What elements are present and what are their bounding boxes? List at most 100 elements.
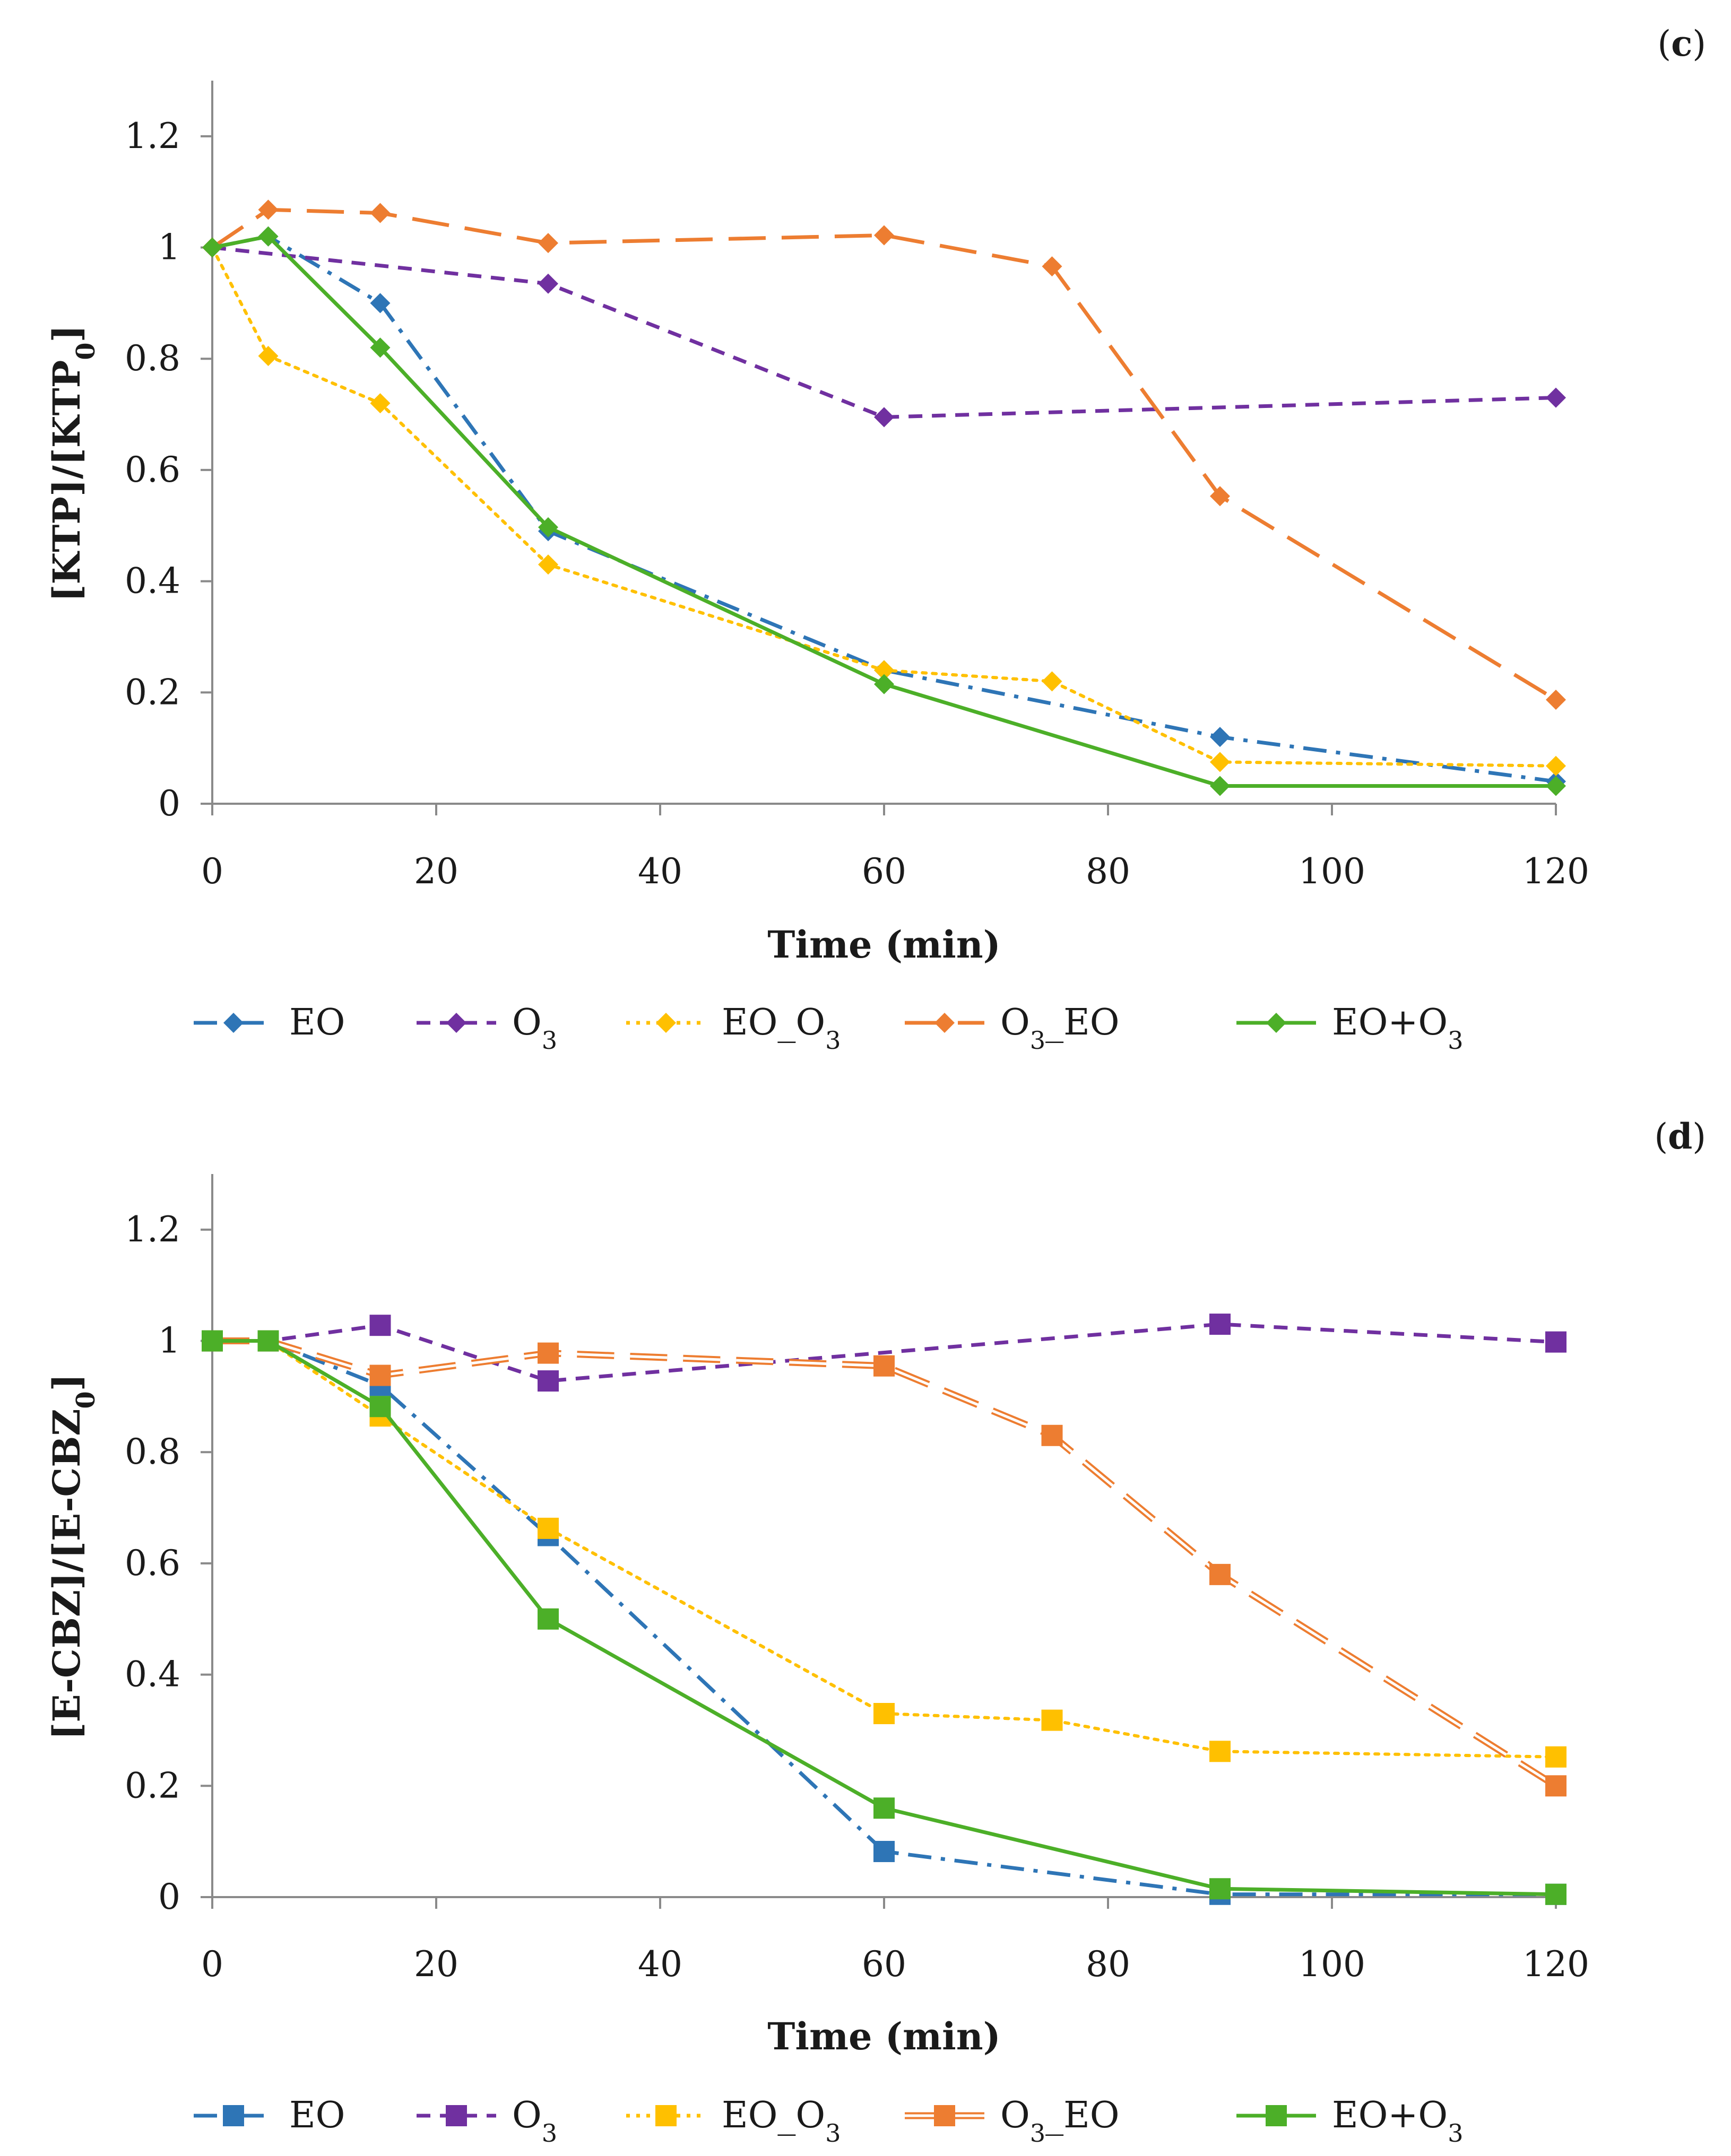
data-point xyxy=(1546,755,1566,776)
data-point xyxy=(370,203,391,223)
data-point xyxy=(873,1355,895,1377)
series-o3_eo xyxy=(202,199,1566,710)
data-point xyxy=(370,337,391,358)
x-axis-title: Time (min) xyxy=(767,2014,1000,2058)
data-point xyxy=(538,233,558,254)
legend-swatch-marker xyxy=(1266,1013,1286,1033)
y-axis-title: [KTP]/[KTP0] xyxy=(45,325,101,602)
x-tick-label: 120 xyxy=(1522,851,1589,892)
x-tick-label: 20 xyxy=(414,1944,458,1985)
legend-label: O3 xyxy=(512,2094,557,2148)
data-point xyxy=(1041,1709,1063,1731)
data-point xyxy=(538,1608,559,1630)
legend-entry-o3_eo: O3_EO xyxy=(905,2094,1120,2148)
y-tick-label: 1 xyxy=(158,227,180,268)
data-point xyxy=(538,554,558,575)
chart-panel-c: (c) 0 0.2 0.4 0.6 0.8 1 1.2 0 20 40 60 80 100 120 Time … xyxy=(45,23,1706,1055)
data-point xyxy=(1042,671,1062,692)
panel-label: (c) xyxy=(1657,23,1706,64)
data-point xyxy=(370,393,391,414)
data-point xyxy=(538,273,558,294)
data-point xyxy=(874,225,894,246)
data-point xyxy=(538,1370,559,1392)
data-point xyxy=(1545,1775,1566,1797)
legend-swatch-marker xyxy=(223,2105,244,2126)
data-point xyxy=(873,1703,895,1725)
legend-label: O3_EO xyxy=(1000,1002,1120,1055)
y-tick-label: 0 xyxy=(158,1876,180,1917)
data-point xyxy=(1210,776,1230,796)
series-line-inner xyxy=(212,1340,1557,1787)
legend-entry-eo_o3: EO_O3 xyxy=(626,2094,841,2148)
legend-label: O3 xyxy=(512,1002,557,1055)
legend-swatch-marker xyxy=(446,2105,467,2126)
x-tick-label: 80 xyxy=(1086,1944,1130,1985)
legend-label: EO+O3 xyxy=(1332,1002,1464,1055)
data-point xyxy=(1210,486,1230,507)
y-tick-label: 1.2 xyxy=(125,1209,180,1250)
y-tick-label: 0.8 xyxy=(125,338,180,379)
series-line xyxy=(211,1339,1557,1759)
legend-entry-o3_eo: O3_EO xyxy=(905,1002,1120,1055)
data-point xyxy=(538,1342,559,1364)
series-eo xyxy=(202,1330,1566,1905)
data-point xyxy=(873,1841,895,1863)
data-point xyxy=(258,199,279,220)
series-o3_eo xyxy=(202,1330,1566,1797)
series-line xyxy=(212,1322,1556,1383)
legend-swatch-marker xyxy=(656,1013,676,1033)
y-tick-label: 0.4 xyxy=(125,1654,180,1695)
y-tick-label: 1.2 xyxy=(125,116,180,157)
legend-label: EO_O3 xyxy=(722,1002,841,1055)
legend-label: EO xyxy=(289,2094,345,2136)
data-point xyxy=(1546,689,1566,710)
series-eo-plus-o3 xyxy=(202,1330,1566,1905)
data-point xyxy=(538,517,558,537)
data-point xyxy=(370,293,391,314)
y-tick-label: 1 xyxy=(158,1320,180,1361)
legend-label: EO+O3 xyxy=(1332,2094,1464,2148)
legend-label: EO_O3 xyxy=(722,2094,841,2148)
legend-swatch-marker xyxy=(223,1013,244,1033)
legend-entry-eo-plus-o3: EO+O3 xyxy=(1236,2094,1464,2148)
series-eo xyxy=(202,226,1566,792)
legend-entry-eo_o3: EO_O3 xyxy=(626,1002,841,1055)
data-point xyxy=(258,226,279,247)
y-tick-label: 0.8 xyxy=(125,1431,180,1472)
panel-label: (d) xyxy=(1654,1116,1706,1157)
legend-swatch-marker xyxy=(446,1013,466,1033)
data-point xyxy=(1545,1331,1566,1353)
data-point xyxy=(538,1517,559,1539)
legend-entry-o3: O3 xyxy=(417,2094,557,2148)
y-tick-label: 0.2 xyxy=(125,1765,180,1806)
data-point xyxy=(1545,1883,1566,1905)
data-point xyxy=(1546,776,1566,796)
series-line xyxy=(212,234,1556,784)
data-point xyxy=(1209,1878,1231,1900)
x-tick-label: 60 xyxy=(862,851,906,892)
series-o3 xyxy=(202,1314,1566,1392)
x-tick-label: 120 xyxy=(1522,1944,1589,1985)
data-point xyxy=(202,237,222,258)
data-point xyxy=(1209,1741,1231,1762)
x-tick-label: 20 xyxy=(414,851,458,892)
series-eo_o3 xyxy=(202,237,1566,776)
legend-swatch-marker xyxy=(934,2105,955,2126)
data-point xyxy=(1545,1746,1566,1768)
x-tick-label: 0 xyxy=(201,1944,223,1985)
x-tick-label: 80 xyxy=(1086,851,1130,892)
legend-entry-eo: EO xyxy=(194,2094,345,2136)
x-tick-label: 100 xyxy=(1299,1944,1365,1985)
x-axis-title: Time (min) xyxy=(767,923,1000,967)
data-point xyxy=(258,345,279,366)
data-point xyxy=(873,1797,895,1819)
chart-panel-d: (d) 0 0.2 0.4 0.6 0.8 1 1.2 0 20 40 60 80 100 120 Time … xyxy=(45,1116,1706,2148)
series-line xyxy=(212,234,1556,788)
y-axis-title: [E-CBZ]/[E-CBZ0] xyxy=(45,1373,101,1740)
series-eo-plus-o3 xyxy=(202,226,1566,796)
series-line xyxy=(211,207,1557,701)
data-point xyxy=(1210,752,1230,772)
data-point xyxy=(874,660,894,681)
y-tick-label: 0.6 xyxy=(125,449,180,490)
legend-entry-o3: O3 xyxy=(417,1002,557,1055)
